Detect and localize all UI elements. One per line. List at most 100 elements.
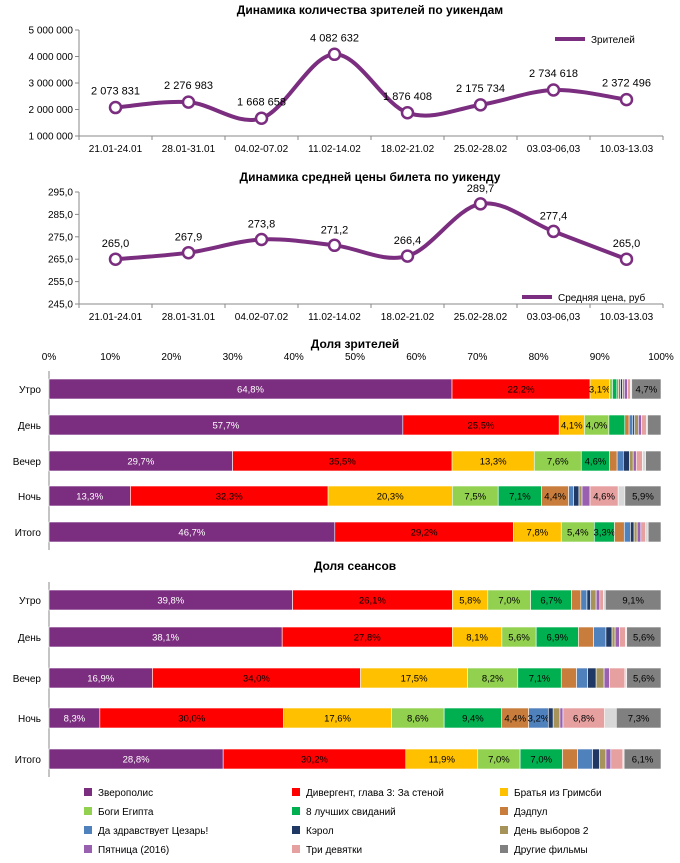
bar-segment [581, 485, 591, 507]
segment-label: 7,0% [488, 755, 510, 766]
category-label: Ночь [18, 714, 41, 725]
chart-title: Динамика количества зрителей по уикендам [237, 3, 504, 17]
bar-segment [605, 589, 662, 611]
bar-segment [608, 414, 626, 436]
segment-label: 39,8% [157, 596, 184, 607]
legend-label: Кэрол [306, 826, 334, 837]
segment-label: 9,1% [622, 596, 644, 607]
bar-segment [614, 626, 620, 648]
bar-segment [578, 485, 583, 507]
bar-segment [609, 378, 613, 400]
bar-segment [577, 748, 593, 770]
legend-label: Зверополис [98, 788, 153, 799]
bar-segment [632, 450, 637, 472]
segment-label: 46,7% [178, 528, 205, 539]
bar-segment [623, 521, 631, 543]
segment-label: 11,9% [429, 755, 456, 766]
y-tick-label: 1 000 000 [29, 132, 74, 143]
segment-label: 57,7% [212, 421, 239, 432]
bar-segment [640, 521, 647, 543]
segment-label: 8,1% [466, 633, 488, 644]
legend-label: Боги Египта [98, 807, 154, 818]
segment-label: 4,7% [636, 385, 658, 396]
segment-label: 4,4% [504, 714, 526, 725]
x-tick-label: 28.01-31.01 [162, 312, 216, 323]
segment-label: 13,3% [76, 492, 103, 503]
segment-label: 5,6% [508, 633, 530, 644]
segment-label: 17,6% [324, 714, 351, 725]
segment-label: 7,0% [530, 755, 552, 766]
segment-label: 4,0% [586, 421, 608, 432]
data-label: 273,8 [248, 218, 276, 230]
x-tick-label: 21.01-24.01 [89, 312, 143, 323]
bar-segment [631, 378, 662, 400]
legend-swatch [84, 845, 92, 853]
category-label: Утро [19, 385, 41, 396]
x-tick-label: 04.02-07.02 [235, 312, 289, 323]
segment-label: 4,4% [544, 492, 566, 503]
x-tick-label: 100% [648, 352, 674, 363]
x-tick-label: 80% [529, 352, 549, 363]
segment-label: 3,2% [528, 714, 550, 725]
bar-segment [638, 414, 642, 436]
data-label: 266,4 [394, 235, 422, 247]
x-tick-label: 25.02-28.02 [454, 144, 508, 155]
segment-label: 5,4% [567, 528, 589, 539]
segment-label: 38,1% [152, 633, 179, 644]
category-label: Вечер [13, 457, 42, 468]
segment-label: 6,8% [573, 714, 595, 725]
legend-swatch [500, 807, 508, 815]
data-label: 265,0 [102, 238, 130, 250]
bar-segment [629, 450, 634, 472]
bar-segment [610, 748, 624, 770]
category-label: День [18, 421, 41, 432]
data-point [181, 95, 196, 109]
segment-label: 4,1% [561, 421, 583, 432]
segment-label: 27,8% [354, 633, 381, 644]
y-tick-label: 275,0 [48, 232, 73, 243]
bar-segment [609, 667, 626, 689]
legend-swatch [84, 807, 92, 815]
chart-title: Доля сеансов [314, 559, 396, 573]
x-tick-label: 03.03-06,03 [527, 144, 581, 155]
y-tick-label: 255,0 [48, 277, 73, 288]
bar-segment [587, 667, 597, 689]
x-tick-label: 20% [161, 352, 181, 363]
bar-segment [634, 414, 639, 436]
bar-segment [623, 748, 662, 770]
x-tick-label: 10% [100, 352, 120, 363]
bar-segment [626, 626, 662, 648]
legend-swatch [500, 845, 508, 853]
bar-segment [636, 521, 642, 543]
series-line [115, 52, 627, 122]
x-tick-label: 25.02-28.02 [454, 312, 508, 323]
segment-label: 7,3% [628, 714, 650, 725]
segment-label: 13,3% [480, 457, 507, 468]
y-tick-label: 245,0 [48, 300, 73, 311]
data-label: 2 276 983 [164, 80, 213, 92]
segment-label: 22,2% [508, 385, 535, 396]
bar-segment [562, 748, 578, 770]
legend-label: Братья из Гримсби [514, 787, 602, 799]
data-point [546, 83, 561, 97]
segment-label: 7,0% [498, 596, 520, 607]
segment-label: 30,2% [301, 755, 328, 766]
chart-title: Динамика средней цены билета по уикенду [240, 170, 501, 184]
data-label: 2 734 618 [529, 68, 578, 80]
x-tick-label: 50% [345, 352, 365, 363]
segment-label: 29,7% [127, 457, 154, 468]
x-tick-label: 18.02-21.02 [381, 144, 435, 155]
bar-segment [560, 667, 577, 689]
segment-label: 17,5% [401, 674, 428, 685]
data-point [473, 197, 488, 211]
y-tick-label: 265,0 [48, 255, 73, 266]
legend-swatch [500, 826, 508, 834]
segment-label: 6,9% [546, 633, 568, 644]
data-point [473, 98, 488, 112]
bar-segment [647, 521, 662, 543]
bar-segment [647, 414, 662, 436]
bar-segment [624, 414, 630, 436]
bar-segment [578, 626, 594, 648]
data-point [327, 238, 342, 253]
